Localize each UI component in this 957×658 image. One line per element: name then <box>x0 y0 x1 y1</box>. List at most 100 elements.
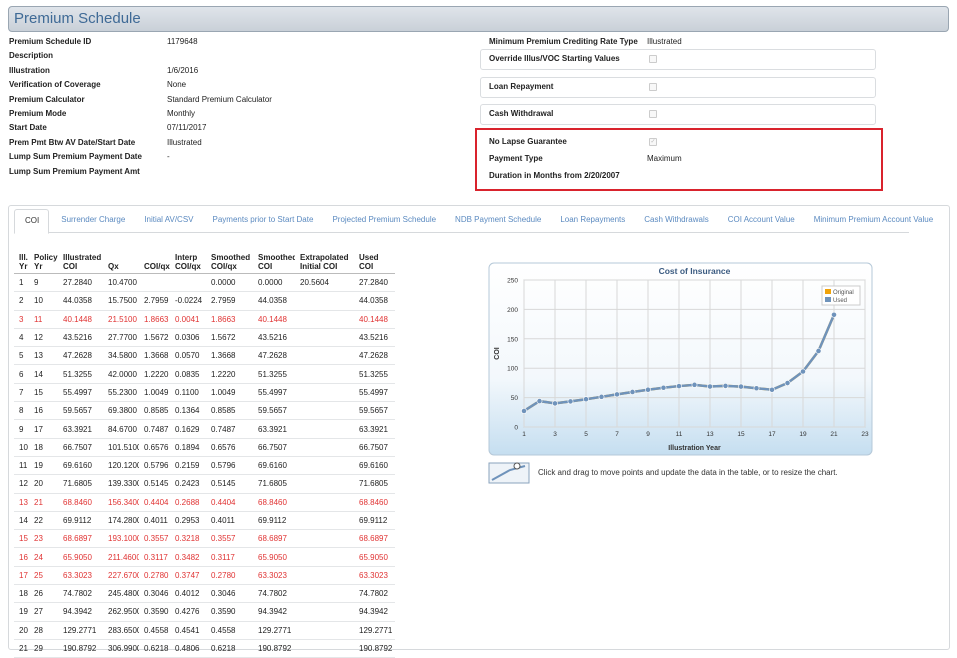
field-value: Maximum <box>647 154 682 163</box>
column-header-line: Used <box>359 253 379 262</box>
tab[interactable]: Loan Repayments <box>560 215 626 224</box>
tab[interactable]: Cash Withdrawals <box>644 215 709 224</box>
tab[interactable]: COI <box>14 209 50 234</box>
table-cell: 0.4404 <box>139 493 170 512</box>
checkbox[interactable]: ✓ <box>649 138 657 146</box>
table-cell <box>295 364 354 384</box>
table-cell: 129.2771 <box>253 621 295 640</box>
table-cell: 43.5216 <box>354 328 395 348</box>
table-cell <box>295 328 354 348</box>
table-cell: 69.9112 <box>253 511 295 531</box>
table-cell: 0.0306 <box>170 328 206 348</box>
table-cell: 28 <box>29 621 58 640</box>
table-cell: 69.3800 <box>103 401 139 421</box>
column-header-line: COI/qx <box>144 262 170 271</box>
table-cell: 0.1364 <box>170 401 206 421</box>
table-cell: 1 <box>14 273 29 293</box>
table-cell: 63.3023 <box>354 566 395 586</box>
table-cell: 10 <box>14 438 29 457</box>
table-row: 7 15 55.4997 55.2300 1.0049 0.1100 1.0049 55.49… <box>14 383 395 403</box>
column-header: Illustrated COI <box>58 245 103 274</box>
table-cell <box>295 529 354 549</box>
table-cell: 0.7487 <box>206 419 253 439</box>
table-cell: 0.3590 <box>206 602 253 622</box>
table-cell: 40.1448 <box>354 310 395 329</box>
table-cell: 94.3942 <box>354 602 395 622</box>
table-cell: 71.6805 <box>253 474 295 494</box>
checkbox[interactable] <box>649 55 657 63</box>
column-header-line: COI <box>258 262 273 271</box>
table-cell: 27.2840 <box>354 273 395 293</box>
table-row: 10 18 66.7507 101.5100 0.6576 0.1894 0.6576 66.… <box>14 438 395 457</box>
column-header-line: Ill. <box>19 253 28 262</box>
table-cell: 0.0000 <box>206 273 253 293</box>
table-cell: 0.4404 <box>206 493 253 512</box>
table-cell: 0.3046 <box>139 584 170 604</box>
table-cell: 51.3255 <box>354 364 395 384</box>
table-cell: 47.2628 <box>58 346 103 366</box>
option-box <box>480 49 876 70</box>
column-header-line: Illustrated <box>63 253 102 262</box>
table-cell: 0.5796 <box>206 456 253 476</box>
table-cell: 14 <box>29 364 58 384</box>
table-cell: 69.6160 <box>58 456 103 476</box>
field-label: Verification of Coverage <box>9 80 101 90</box>
table-cell: 20 <box>14 621 29 640</box>
field-label: Lump Sum Premium Payment Date <box>9 152 142 162</box>
checkbox[interactable] <box>649 110 657 118</box>
table-cell: 0.0570 <box>170 346 206 366</box>
tab[interactable]: Minimum Premium Account Value <box>813 215 934 224</box>
table-cell: 34.5800 <box>103 346 139 366</box>
table-cell: 55.4997 <box>58 383 103 403</box>
table-cell: 84.6700 <box>103 419 139 439</box>
table-cell: 16 <box>29 401 58 421</box>
field-value: 1179648 <box>167 37 198 46</box>
field-label: Lump Sum Premium Payment Amt <box>9 166 140 176</box>
tab[interactable]: Payments prior to Start Date <box>212 215 314 224</box>
table-cell: 211.4600 <box>103 547 139 567</box>
checkbox[interactable] <box>649 82 657 91</box>
table-cell: 63.3023 <box>58 566 103 586</box>
column-header-line: Yr <box>19 262 28 271</box>
table-cell <box>170 273 206 293</box>
table-cell: 69.9112 <box>58 511 103 531</box>
table-cell: 55.2300 <box>103 383 139 403</box>
table-cell: 0.8585 <box>139 401 170 421</box>
table-cell: 69.6160 <box>354 456 395 476</box>
field-label: Premium Schedule ID <box>9 37 92 46</box>
table-cell: 0.4558 <box>206 621 253 640</box>
table-cell: 15.7500 <box>103 291 139 311</box>
table-cell: 2 <box>14 291 29 311</box>
table-cell: 0.6576 <box>139 438 170 457</box>
field-value: None <box>167 80 187 90</box>
column-header: Interp COI/qx <box>170 245 206 274</box>
table-cell: 0.0041 <box>170 310 206 329</box>
table-cell: 262.9500 <box>103 602 139 622</box>
table-cell: 17 <box>14 566 29 586</box>
table-cell: 174.2800 <box>103 511 139 531</box>
tab[interactable]: Initial AV/CSV <box>144 215 194 224</box>
tab[interactable]: Projected Premium Schedule <box>332 215 437 224</box>
table-cell: 0.5145 <box>206 474 253 494</box>
tab[interactable]: Surrender Charge <box>61 215 126 224</box>
table-cell: 68.8460 <box>253 493 295 512</box>
tab[interactable]: COI Account Value <box>727 215 795 224</box>
option-box <box>480 76 876 98</box>
column-header-line: Qx <box>108 262 119 271</box>
field-label: Prem Pmt Btw AV Date/Start Date <box>9 137 136 147</box>
table-cell: 0.3117 <box>206 547 253 567</box>
tab[interactable]: NDB Payment Schedule <box>455 215 542 224</box>
table-cell: 0.5145 <box>139 474 170 494</box>
column-header-line: Initial COI <box>300 262 338 271</box>
table-cell: 13 <box>14 493 29 512</box>
table-cell: 0.2688 <box>170 493 206 512</box>
table-row: 3 11 40.1448 21.5100 1.8663 0.0041 1.8663 40.14… <box>14 310 395 329</box>
table-cell: 0.1100 <box>170 383 206 403</box>
table-row: 9 17 63.3921 84.6700 0.7487 0.1629 0.7487 63.39… <box>14 419 395 439</box>
table-cell: 0.7487 <box>139 419 170 439</box>
table-cell <box>295 401 354 421</box>
table-cell: 0.0835 <box>170 364 206 384</box>
table-cell: 69.6160 <box>253 456 295 476</box>
table-cell: 11 <box>14 456 29 476</box>
